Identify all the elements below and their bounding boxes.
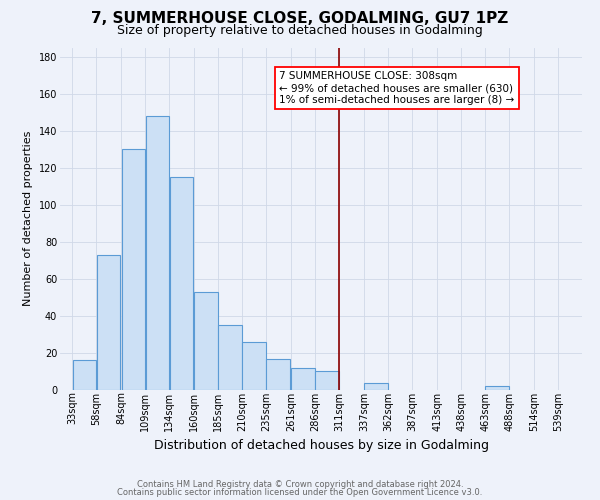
Bar (194, 292, 218, 390)
Bar (218, 325, 242, 390)
Bar (292, 368, 315, 390)
Bar (122, 150, 145, 390)
Bar (485, 386, 509, 390)
Bar (242, 342, 266, 390)
Y-axis label: Number of detached properties: Number of detached properties (23, 131, 33, 306)
Bar (170, 177, 193, 390)
Bar (266, 358, 290, 390)
X-axis label: Distribution of detached houses by size in Godalming: Distribution of detached houses by size … (154, 439, 488, 452)
Text: Contains public sector information licensed under the Open Government Licence v3: Contains public sector information licen… (118, 488, 482, 497)
Bar (73, 360, 97, 390)
Text: 7, SUMMERHOUSE CLOSE, GODALMING, GU7 1PZ: 7, SUMMERHOUSE CLOSE, GODALMING, GU7 1PZ (91, 11, 509, 26)
Text: Contains HM Land Registry data © Crown copyright and database right 2024.: Contains HM Land Registry data © Crown c… (137, 480, 463, 489)
Bar (364, 382, 388, 390)
Bar (97, 255, 121, 390)
Text: 7 SUMMERHOUSE CLOSE: 308sqm
← 99% of detached houses are smaller (630)
1% of sem: 7 SUMMERHOUSE CLOSE: 308sqm ← 99% of det… (279, 72, 514, 104)
Bar (146, 116, 169, 390)
Text: Size of property relative to detached houses in Godalming: Size of property relative to detached ho… (117, 24, 483, 37)
Bar (316, 372, 339, 390)
